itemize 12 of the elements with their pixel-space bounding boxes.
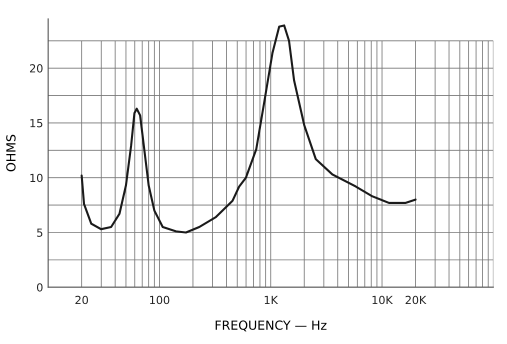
x-tick-label: 20K: [406, 296, 426, 304]
x-tick-label: 100: [150, 296, 170, 304]
y-tick-label: 20: [30, 64, 43, 73]
y-tick-label: 15: [30, 119, 42, 128]
y-tick-label: 5: [37, 228, 42, 237]
x-tick-label: 20: [75, 296, 88, 304]
y-axis-title: OHMS: [6, 134, 16, 172]
x-tick-label: 10K: [372, 296, 393, 304]
y-tick-label: 10: [30, 174, 43, 182]
y-tick-label: 0: [36, 283, 43, 292]
x-axis-title: FREQUENCY — Hz: [216, 320, 326, 332]
x-tick-label: 1K: [264, 296, 278, 304]
